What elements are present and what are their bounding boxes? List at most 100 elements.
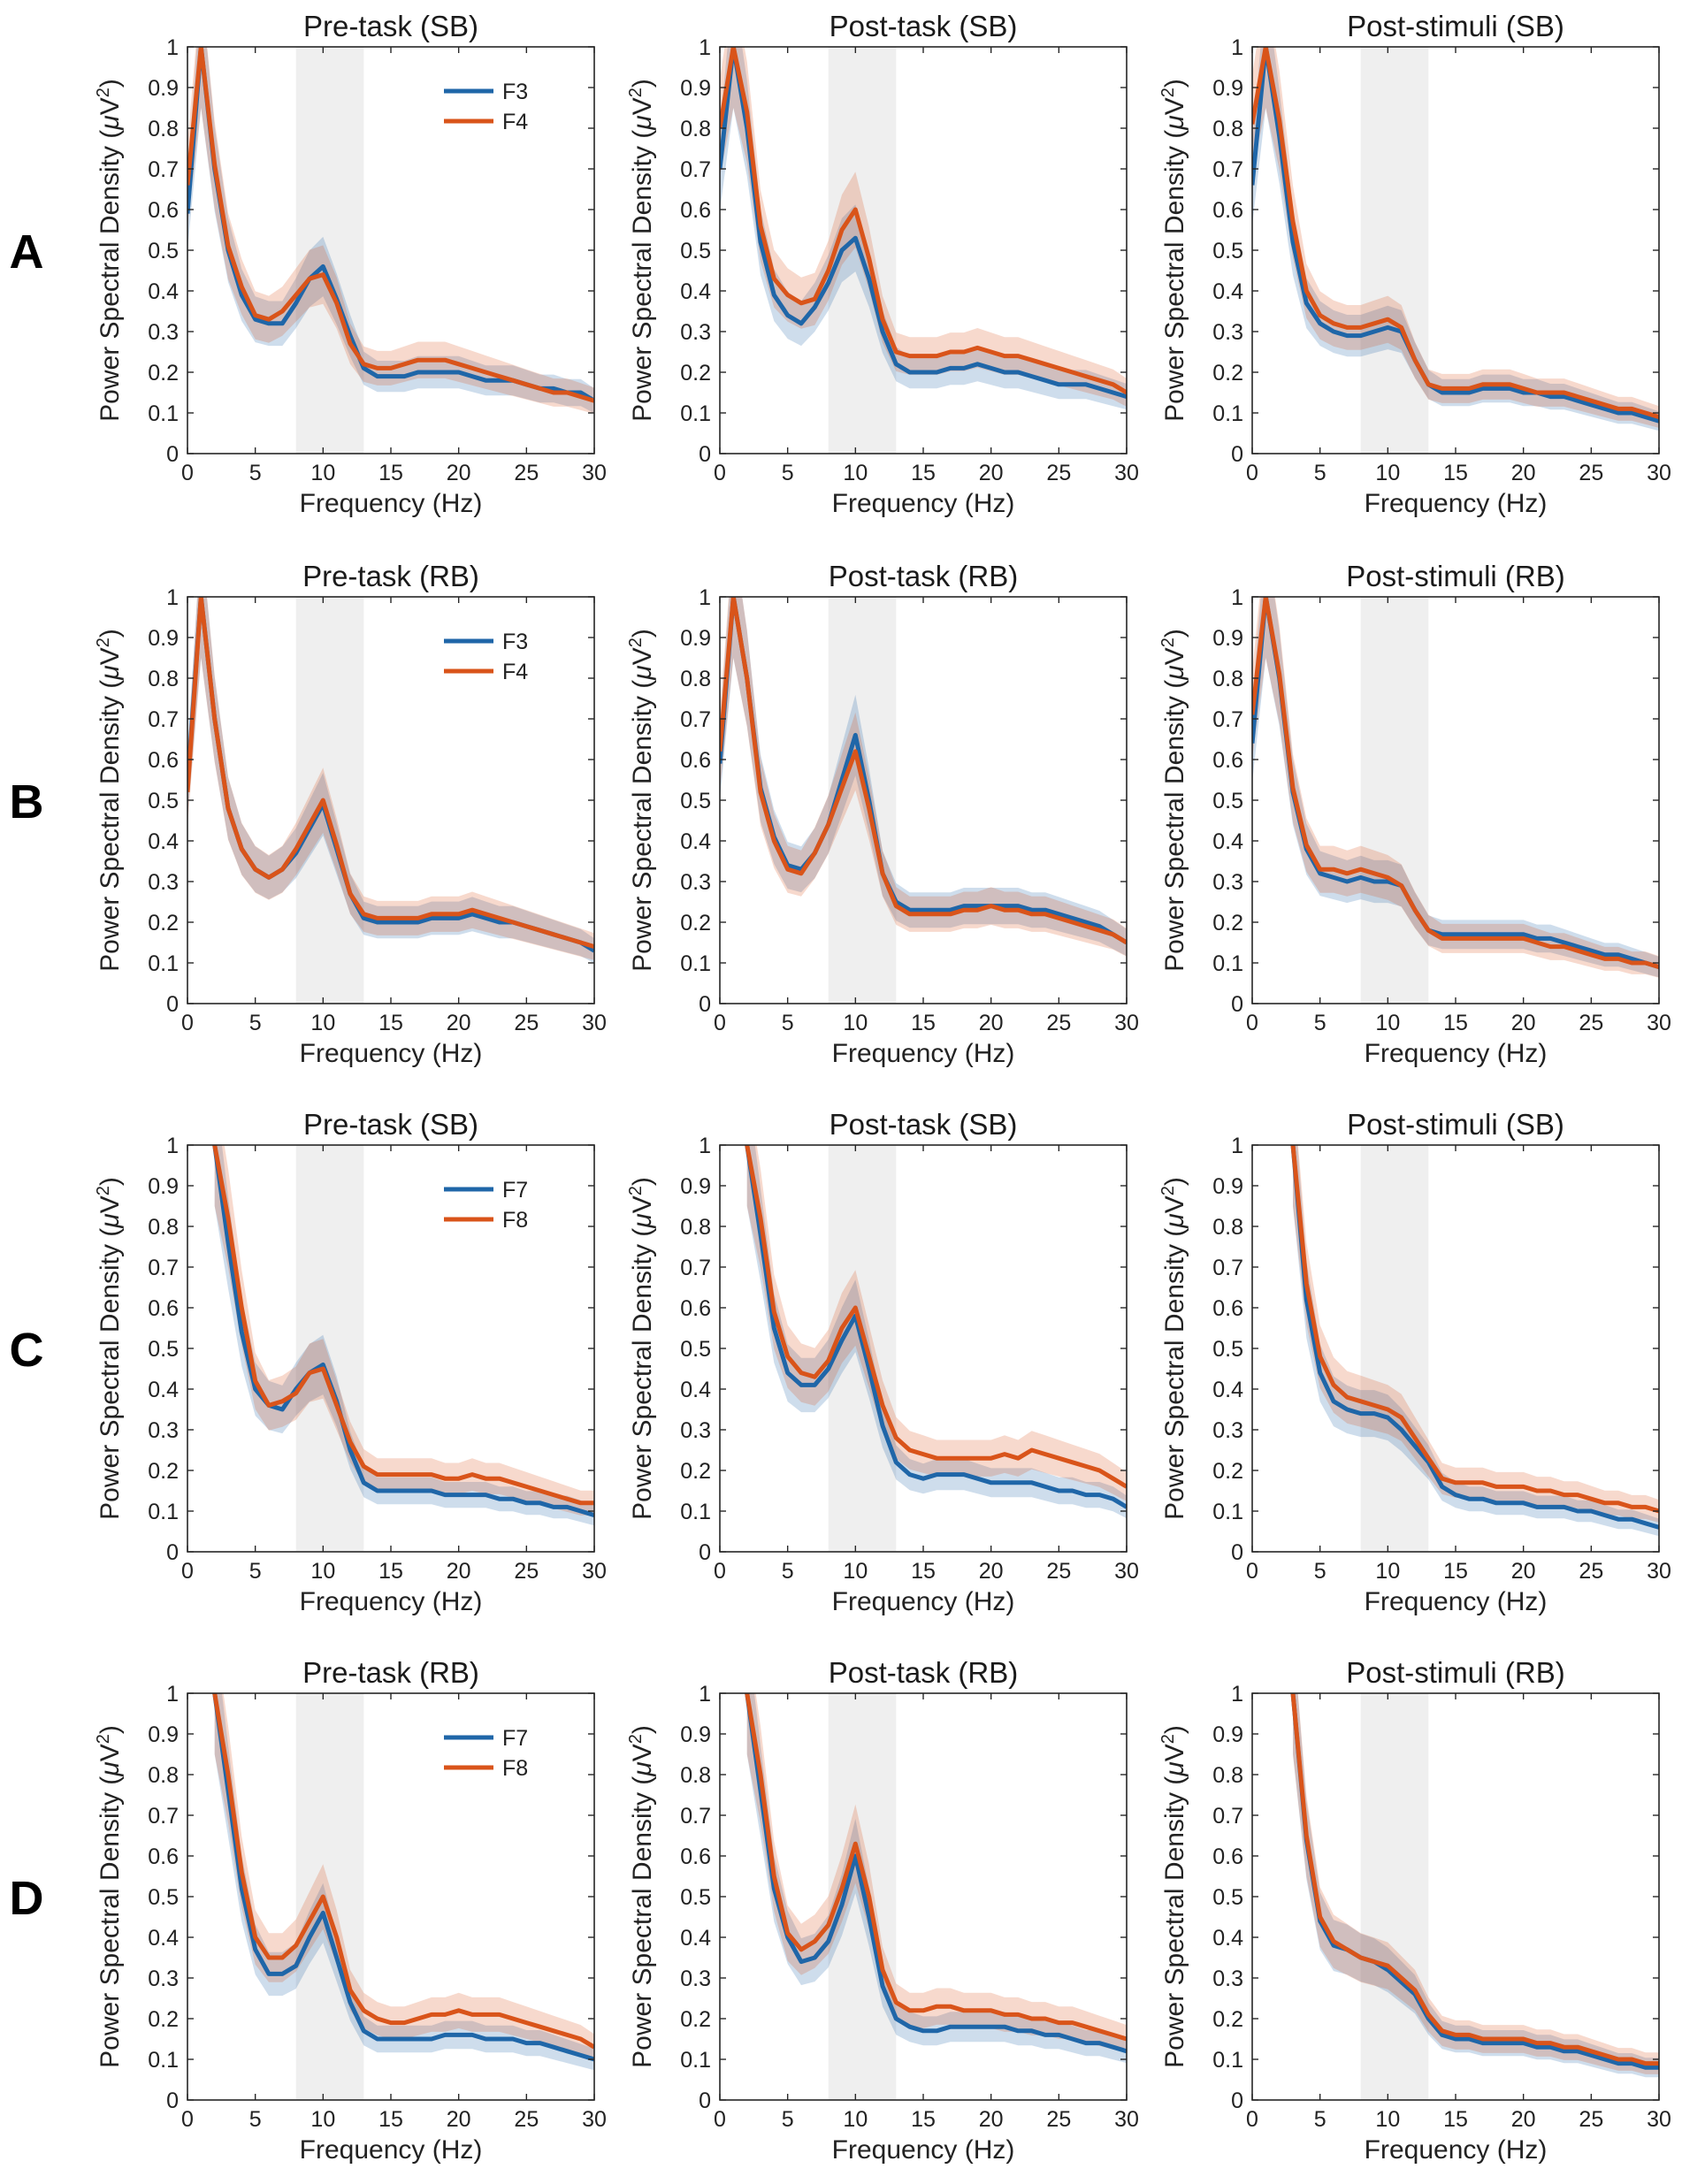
y-tick-label: 0.6 <box>680 748 711 773</box>
y-tick-label: 0.2 <box>1212 1459 1243 1484</box>
x-tick-label: 25 <box>1046 1011 1071 1035</box>
y-tick-label: 0.6 <box>148 1844 179 1869</box>
y-tick-label: 0.5 <box>148 1885 179 1910</box>
x-tick-label: 30 <box>1114 461 1139 485</box>
x-tick-label: 15 <box>911 1011 936 1035</box>
y-tick-label: 0.3 <box>1212 870 1243 895</box>
y-tick-label: 0.8 <box>148 1763 179 1788</box>
y-tick-label: 0 <box>166 992 179 1017</box>
x-tick-label: 25 <box>514 461 539 485</box>
y-axis-label: Power Spectral Density (μV2) <box>626 1177 657 1520</box>
y-tick-label: 0.3 <box>680 1966 711 1991</box>
legend-label-F8: F8 <box>502 1756 528 1781</box>
panel-title: Pre-task (SB) <box>303 10 478 42</box>
y-tick-label: 0 <box>699 2089 711 2113</box>
y-tick-label: 0.6 <box>148 198 179 223</box>
y-tick-label: 0.1 <box>1212 951 1243 976</box>
y-axis-label: Power Spectral Density (μV2) <box>94 1725 125 2068</box>
x-tick-label: 5 <box>1314 1559 1326 1584</box>
ci-band-F4 <box>1252 47 1659 428</box>
y-tick-label: 0.8 <box>148 667 179 691</box>
y-tick-label: 0.3 <box>680 870 711 895</box>
y-tick-label: 0.9 <box>148 76 179 101</box>
series-line-F3 <box>1252 47 1659 424</box>
ci-band-F3 <box>720 47 1127 410</box>
y-tick-label: 0.4 <box>148 829 179 854</box>
y-tick-label: 0.4 <box>680 829 711 854</box>
panel-title: Post-stimuli (SB) <box>1347 1108 1564 1141</box>
x-tick-label: 25 <box>1579 2107 1603 2132</box>
x-tick-label: 30 <box>1647 461 1671 485</box>
x-tick-label: 20 <box>447 1559 471 1584</box>
x-tick-label: 0 <box>1246 1011 1258 1035</box>
ci-band-F7 <box>214 1693 594 2071</box>
series-line-F4 <box>1252 597 1659 969</box>
y-tick-label: 0.1 <box>148 951 179 976</box>
y-tick-label: 0.7 <box>148 157 179 182</box>
x-tick-label: 15 <box>1443 1559 1468 1584</box>
y-tick-label: 0.2 <box>1212 361 1243 386</box>
panel-B-2: 0 5 10 15 20 25 30 0 0.1 0.2 0.3 0.4 0.5 0.6 0.7 0.8 0.9… <box>626 560 1139 1068</box>
y-tick-label: 0.3 <box>1212 320 1243 345</box>
series-line-F7 <box>212 1145 594 1517</box>
x-tick-label: 25 <box>514 1011 539 1035</box>
x-tick-label: 20 <box>979 1559 1004 1584</box>
y-tick-label: 0.3 <box>680 320 711 345</box>
series-line-F7 <box>1290 1145 1659 1530</box>
legend-label-F4: F4 <box>502 660 528 684</box>
y-tick-label: 1 <box>699 35 711 60</box>
panel-D-2: 0 5 10 15 20 25 30 0 0.1 0.2 0.3 0.4 0.5 0.6 0.7 0.8 0.9… <box>626 1656 1139 2165</box>
y-tick-label: 0.1 <box>680 2048 711 2073</box>
x-tick-label: 25 <box>1046 461 1071 485</box>
x-tick-label: 30 <box>1114 1011 1139 1035</box>
x-tick-label: 5 <box>249 1559 262 1584</box>
ci-band-F8 <box>746 1693 1127 2053</box>
y-axis-label: Power Spectral Density (μV2) <box>626 79 657 422</box>
series-line-F7 <box>745 1145 1127 1509</box>
y-tick-label: 0.6 <box>680 1844 711 1869</box>
x-tick-label: 0 <box>714 1011 726 1035</box>
x-tick-label: 30 <box>582 2107 607 2132</box>
series-line-F8 <box>1290 1145 1659 1514</box>
ci-band-F3 <box>187 597 594 964</box>
y-tick-label: 0.4 <box>1212 279 1243 304</box>
y-tick-label: 0.7 <box>680 157 711 182</box>
alpha-band <box>1360 597 1429 1004</box>
series-line-F8 <box>745 1145 1127 1489</box>
x-tick-label: 10 <box>310 461 335 485</box>
ci-band-F4 <box>1252 597 1659 978</box>
ci-band-F3 <box>1252 597 1659 978</box>
y-tick-label: 0.4 <box>680 1926 711 1951</box>
y-tick-label: 0 <box>1231 2089 1243 2113</box>
x-tick-label: 30 <box>1114 1559 1139 1584</box>
x-tick-label: 0 <box>1246 1559 1258 1584</box>
y-tick-label: 1 <box>1231 585 1243 610</box>
series-line-F4 <box>187 47 594 403</box>
series-line-F4 <box>720 597 1127 945</box>
ci-band-F4 <box>187 597 594 960</box>
series-line-F8 <box>212 1145 594 1506</box>
x-tick-label: 30 <box>1647 1559 1671 1584</box>
series-line-F7 <box>745 1693 1127 2054</box>
series-line-F7 <box>212 1693 594 2062</box>
y-tick-label: 0.9 <box>148 1722 179 1747</box>
series-line-F3 <box>720 47 1127 399</box>
y-tick-label: 0 <box>1231 992 1243 1017</box>
panel-B-3: 0 5 10 15 20 25 30 0 0.1 0.2 0.3 0.4 0.5 0.6 0.7 0.8 0.9… <box>1158 560 1671 1068</box>
x-tick-label: 0 <box>1246 461 1258 485</box>
y-tick-label: 0.8 <box>680 117 711 141</box>
series-line-F3 <box>187 47 594 403</box>
x-tick-label: 10 <box>843 2107 868 2132</box>
panel-title: Pre-task (RB) <box>302 1656 479 1689</box>
y-tick-label: 1 <box>1231 1134 1243 1158</box>
y-tick-label: 0.7 <box>148 1256 179 1280</box>
y-tick-label: 0.1 <box>680 401 711 426</box>
y-tick-label: 0.4 <box>148 279 179 304</box>
x-tick-label: 0 <box>181 1559 194 1584</box>
y-tick-label: 0.7 <box>680 1804 711 1829</box>
x-axis-label: Frequency (Hz) <box>300 1039 483 1068</box>
x-tick-label: 5 <box>782 1011 794 1035</box>
axes-frame <box>719 596 1128 1004</box>
panel-title: Post-task (RB) <box>829 1656 1019 1689</box>
